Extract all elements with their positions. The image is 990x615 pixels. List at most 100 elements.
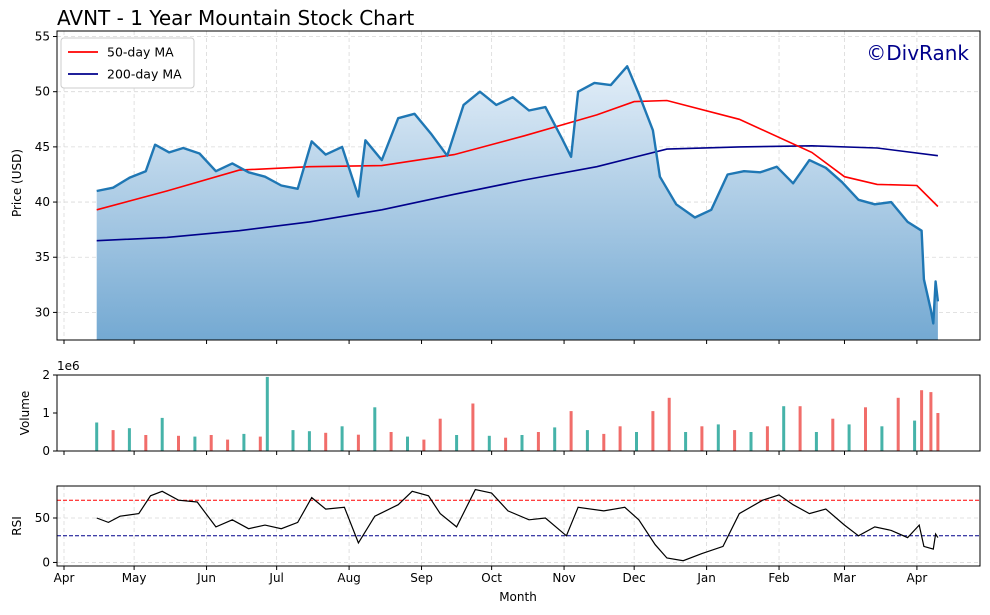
x-tick-label: Jan — [696, 571, 716, 585]
volume-bar — [684, 432, 688, 451]
price-panel: 30 35 40 45 50 55 Price (USD) ©DivRank 50-day… — [10, 30, 981, 341]
volume-bar — [422, 439, 426, 451]
price-panel-frame — [56, 30, 981, 341]
volume-bar — [356, 434, 360, 451]
rsi-y-tick-label: 0 — [42, 555, 50, 569]
volume-bar — [716, 424, 720, 451]
volume-bar — [618, 426, 622, 451]
x-tick-label: Oct — [481, 571, 502, 585]
rsi-line — [96, 488, 939, 562]
volume-bars — [95, 376, 940, 451]
price-y-tick-label: 55 — [35, 30, 50, 44]
volume-bar — [487, 435, 491, 451]
volume-y-ticks: 0 1 2 — [42, 368, 57, 458]
volume-bar — [242, 433, 246, 451]
volume-bar — [504, 437, 508, 451]
volume-bar — [913, 420, 917, 451]
volume-bar — [520, 435, 524, 451]
volume-bar — [340, 426, 344, 451]
rsi-gridlines — [57, 486, 980, 566]
ma50-line — [96, 99, 939, 211]
volume-panel-frame — [56, 374, 981, 452]
volume-bar — [536, 432, 540, 451]
legend-ma50-label: 50-day MA — [107, 45, 174, 60]
volume-bar — [929, 392, 933, 451]
volume-bar — [814, 432, 818, 451]
price-y-tick-label: 30 — [35, 305, 50, 319]
rsi-y-ticks: 0 50 — [35, 511, 57, 569]
volume-bar — [291, 430, 295, 451]
ma200-line — [96, 144, 939, 242]
volume-bar — [733, 430, 737, 451]
volume-y-axis-label: Volume — [18, 391, 32, 436]
rsi-y-axis-label: RSI — [10, 516, 24, 536]
price-y-ticks: 30 35 40 45 50 55 — [35, 30, 57, 319]
volume-bar — [920, 390, 924, 451]
volume-bar — [127, 428, 131, 451]
volume-bar — [831, 418, 835, 451]
x-tick-label: Feb — [768, 571, 789, 585]
price-mountain-area — [96, 66, 938, 341]
x-tick-label: Aug — [337, 571, 360, 585]
volume-bar — [193, 436, 197, 451]
volume-bar — [95, 422, 99, 451]
legend-box — [60, 37, 195, 89]
volume-bar — [896, 397, 900, 451]
volume-bar — [782, 406, 786, 451]
volume-bar — [406, 436, 409, 451]
volume-y-tick-label: 1 — [42, 406, 50, 420]
volume-bar — [373, 407, 377, 451]
volume-bar — [258, 436, 262, 451]
volume-bar — [765, 426, 769, 451]
volume-y-tick-label: 0 — [42, 444, 50, 458]
rsi-y-tick-label: 50 — [35, 511, 50, 525]
price-y-tick-label: 50 — [35, 85, 50, 99]
legend-ma200-label: 200-day MA — [107, 67, 182, 82]
chart-title: AVNT - 1 Year Mountain Stock Chart — [57, 6, 414, 30]
price-y-axis-label: Price (USD) — [10, 149, 24, 217]
volume-bar — [936, 413, 940, 451]
legend: 50-day MA 200-day MA — [60, 37, 195, 89]
volume-bar — [307, 431, 311, 451]
volume-bar — [438, 418, 442, 451]
volume-bar — [144, 435, 148, 451]
x-tick-label: Nov — [552, 571, 575, 585]
volume-bar — [226, 439, 230, 451]
volume-bar — [111, 430, 115, 451]
volume-bar — [847, 424, 851, 451]
volume-panel: 0 1 2 1e6 Volume — [18, 359, 981, 458]
volume-bar — [553, 427, 557, 451]
rsi-panel: 0 50 RSI — [10, 485, 981, 569]
volume-bar — [700, 426, 704, 451]
volume-bar — [389, 432, 393, 451]
x-tick-label: Apr — [54, 571, 75, 585]
volume-bar — [635, 432, 638, 451]
x-axis-label: Month — [499, 590, 537, 604]
volume-bar — [651, 411, 655, 451]
volume-bar — [749, 432, 753, 451]
volume-bar — [471, 403, 475, 451]
volume-bar — [585, 430, 589, 451]
price-y-tick-label: 40 — [35, 195, 50, 209]
volume-bar — [864, 407, 867, 451]
volume-bar — [602, 433, 606, 451]
x-tick-label: Sep — [410, 571, 433, 585]
x-tick-label: Apr — [907, 571, 928, 585]
volume-bar — [798, 406, 802, 451]
price-y-tick-label: 45 — [35, 140, 50, 154]
volume-scale-label: 1e6 — [57, 359, 80, 373]
rsi-panel-frame — [56, 485, 981, 567]
x-tick-label: Jun — [196, 571, 216, 585]
watermark-text: ©DivRank — [866, 41, 969, 65]
volume-bar — [265, 376, 269, 451]
x-tick-label: May — [122, 571, 147, 585]
x-tick-label: Jul — [268, 571, 283, 585]
volume-bar — [177, 435, 180, 451]
volume-bar — [160, 417, 164, 451]
x-axis-ticks: Apr May Jun Jul Aug Sep Oct Nov Dec Jan Feb Mar Apr — [54, 340, 928, 585]
volume-bar — [324, 432, 328, 451]
price-line — [96, 65, 940, 325]
x-tick-label: Dec — [623, 571, 646, 585]
